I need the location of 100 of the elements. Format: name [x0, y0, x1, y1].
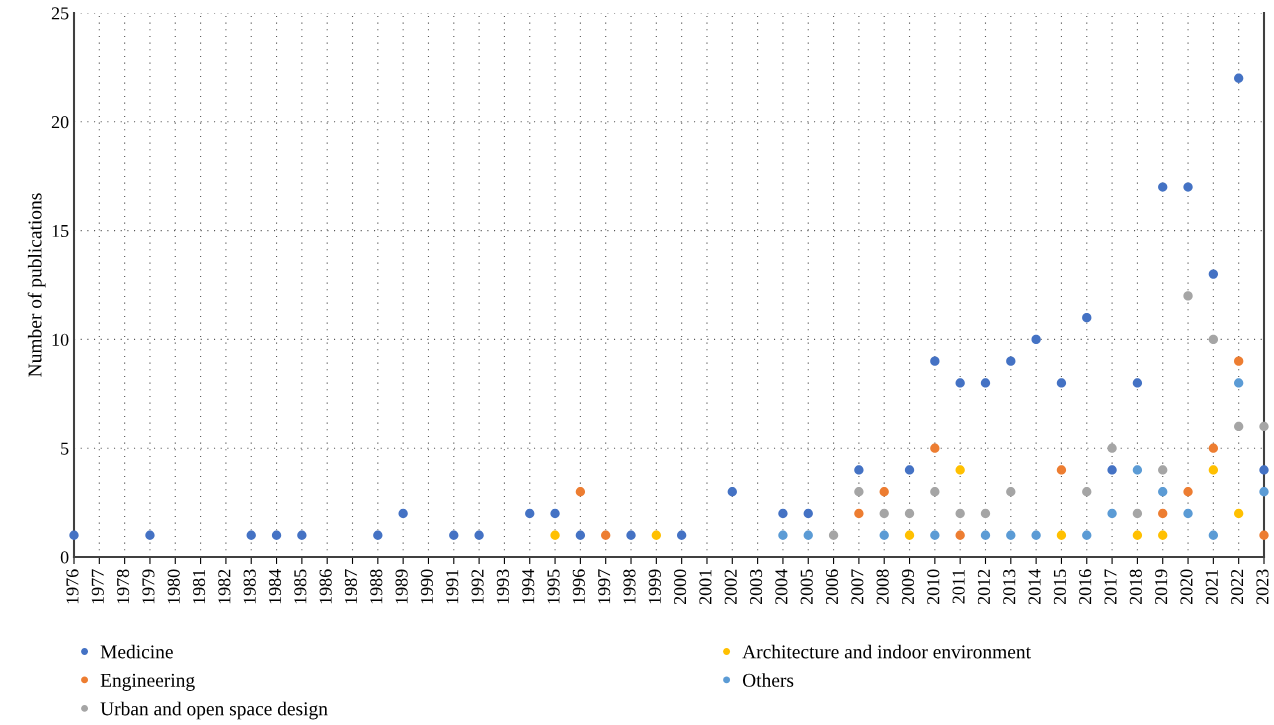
x-tick-label: 1990 [420, 569, 433, 604]
x-tick-label: 2000 [673, 569, 687, 605]
point [854, 487, 864, 497]
x-tick-label: 1978 [116, 569, 130, 604]
point [626, 530, 636, 540]
point [930, 356, 940, 366]
x-tick-label: 1983 [243, 569, 256, 604]
point [980, 378, 991, 388]
x-tick-label: 1982 [218, 569, 231, 604]
point [1056, 465, 1067, 475]
point [575, 487, 586, 497]
point [955, 465, 965, 475]
point [854, 465, 864, 475]
x-tick-label: 1985 [294, 569, 307, 604]
point [1234, 73, 1244, 83]
point [904, 530, 915, 540]
point [1132, 465, 1143, 475]
x-tick-label: 1999 [648, 569, 661, 604]
point [1031, 530, 1041, 540]
y-tick-label: 5 [61, 442, 69, 455]
point [803, 530, 813, 540]
point [1056, 378, 1067, 388]
point [271, 530, 282, 540]
x-tick-label: 1980 [167, 569, 180, 604]
point [980, 530, 991, 540]
x-tick-label: 2003 [749, 569, 763, 605]
point [1158, 530, 1168, 540]
x-tick-label: 2002 [724, 569, 737, 605]
point [1082, 312, 1092, 323]
point [1082, 487, 1092, 497]
x-tick-label: 2013 [1003, 569, 1016, 605]
x-tick-label: 1989 [395, 569, 408, 604]
x-tick-label: 1984 [268, 569, 282, 604]
point [550, 508, 560, 519]
point [1158, 182, 1168, 192]
x-tick-label: 2022 [1231, 569, 1244, 605]
legend-label: Architecture and indoor environment [742, 644, 1031, 659]
x-tick-label: 1997 [598, 569, 611, 604]
x-tick-label: 2020 [1180, 569, 1193, 605]
x-tick-label: 2015 [1053, 569, 1066, 605]
point [1208, 465, 1219, 475]
x-tick-label: 1988 [370, 569, 383, 604]
y-tick-label: 0 [60, 551, 69, 564]
point [398, 508, 408, 519]
point [1056, 530, 1067, 540]
x-tick-label: 2012 [977, 569, 991, 605]
point [1183, 487, 1193, 497]
legend-label: Medicine [100, 644, 173, 659]
x-tick-label: 2007 [851, 569, 864, 605]
x-tick-label: 2021 [1205, 569, 1218, 605]
y-tick-label: 15 [52, 224, 69, 238]
y-tick-label: 10 [52, 333, 69, 346]
point [803, 508, 813, 519]
point [601, 530, 611, 540]
point [1208, 530, 1219, 540]
x-tick-label: 2017 [1104, 569, 1117, 605]
x-tick-label: 1995 [547, 569, 560, 604]
point [1158, 508, 1168, 519]
point [930, 530, 940, 540]
x-tick-label: 2019 [1155, 569, 1168, 605]
x-tick-label: 1977 [91, 569, 104, 604]
x-tick-label: 2010 [927, 569, 940, 605]
point [930, 487, 940, 497]
point [904, 465, 915, 475]
x-tick-label: 2008 [876, 569, 889, 605]
point [1208, 269, 1219, 279]
point [1158, 487, 1168, 497]
legend-label: Engineering [100, 673, 195, 691]
point [474, 530, 484, 540]
point [1158, 465, 1168, 475]
y-tick-label: 20 [51, 116, 69, 129]
point [879, 487, 889, 497]
x-tick-label: 1981 [192, 569, 206, 604]
point [1208, 443, 1219, 453]
point [550, 530, 560, 540]
point [1234, 421, 1244, 432]
point [879, 530, 889, 540]
point [1006, 356, 1016, 366]
point [778, 530, 788, 540]
point [879, 508, 889, 519]
point [854, 508, 864, 519]
point [1259, 530, 1269, 540]
x-tick-label: 2018 [1129, 569, 1142, 605]
point [145, 530, 155, 540]
point [1183, 291, 1193, 301]
x-tick-label: 1994 [522, 569, 535, 604]
point [1259, 421, 1269, 432]
x-tick-label: 2005 [800, 569, 813, 605]
x-tick-label: 2011 [952, 569, 965, 604]
point [1234, 508, 1244, 519]
point [373, 530, 383, 540]
x-tick-label: 1987 [344, 569, 358, 604]
x-tick-label: 2023 [1256, 569, 1269, 605]
point [651, 530, 661, 540]
x-tick-label: 2006 [825, 569, 839, 605]
point [69, 530, 79, 540]
point [828, 530, 839, 540]
point [1259, 465, 1269, 475]
point [1259, 487, 1269, 497]
point [1107, 465, 1117, 475]
